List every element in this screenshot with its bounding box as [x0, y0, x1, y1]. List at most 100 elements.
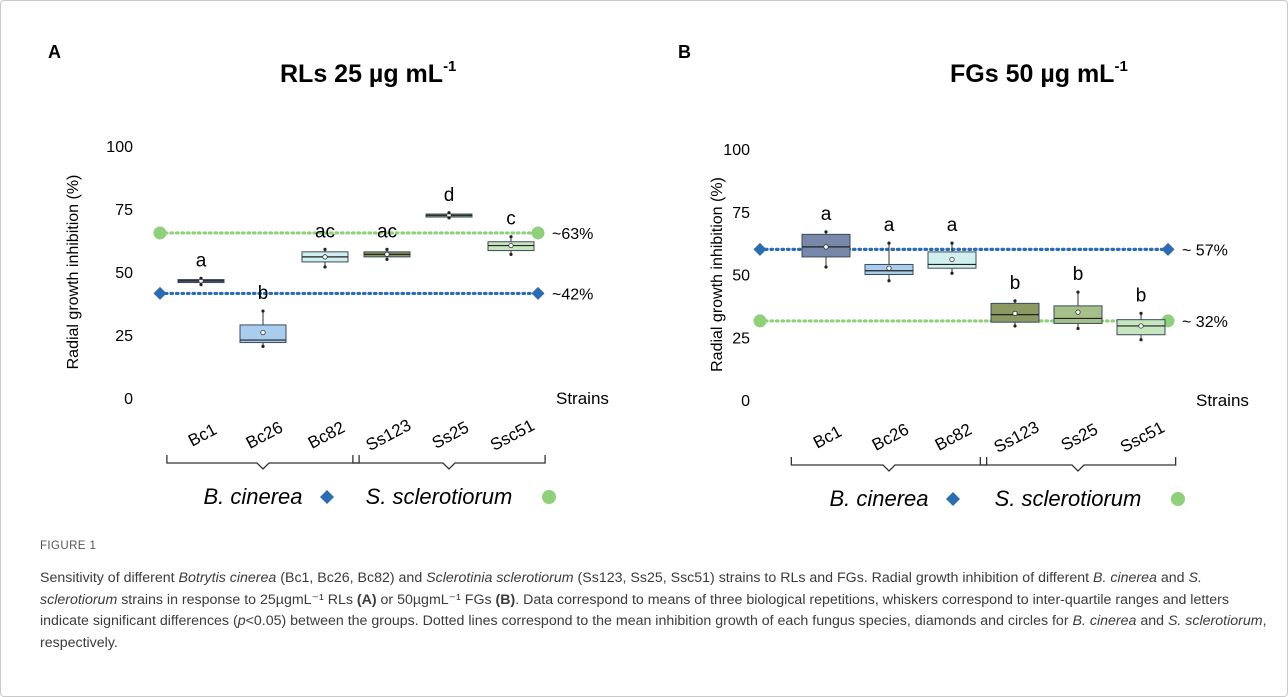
category-label: Ssc51: [1117, 418, 1168, 457]
y-tick-label: 25: [732, 330, 750, 347]
data-point: [1076, 290, 1080, 294]
group-label: B. cinerea: [203, 484, 302, 509]
x-axis-label: Strains: [556, 389, 609, 408]
x-axis-label: Strains: [1196, 391, 1249, 410]
significance-letter: ac: [377, 221, 397, 242]
mean-point: [1138, 323, 1144, 329]
category-label: Ssc51: [487, 416, 538, 455]
panel-b-title: FGs 50 µg mL-1: [950, 58, 1128, 88]
category-label: Ss25: [429, 418, 472, 453]
diamond-marker: [531, 286, 545, 300]
group-label: S. sclerotiorum: [366, 484, 513, 509]
y-tick-label: 100: [723, 142, 750, 159]
data-point: [447, 216, 451, 220]
category-label: Ss123: [363, 415, 414, 454]
data-point: [824, 265, 828, 269]
mean-point: [949, 256, 955, 263]
group-bracket: [790, 457, 988, 472]
y-tick-label: 75: [115, 202, 133, 219]
category-label: Bc1: [185, 420, 220, 451]
significance-letter: a: [884, 215, 895, 236]
mean-point: [823, 244, 829, 250]
significance-letter: b: [1136, 285, 1147, 306]
legend-diamond-marker: [946, 492, 960, 506]
data-point: [509, 235, 513, 239]
y-tick-label: 50: [732, 268, 750, 285]
significance-letter: b: [1010, 273, 1021, 294]
data-point: [509, 252, 513, 256]
y-axis-label: Radial growth inhibition (%): [709, 177, 726, 372]
category-label: Bc82: [305, 418, 348, 453]
data-point: [1013, 324, 1017, 328]
y-tick-label: 0: [124, 391, 133, 408]
panel-b-chart: B FGs 50 µg mL-1 0 25 50 75 100 Radial growth…: [678, 42, 1249, 511]
figure-label: FIGURE 1: [40, 540, 97, 552]
diamond-marker: [1161, 242, 1175, 256]
significance-letter: a: [947, 215, 958, 236]
group-bracket: [166, 455, 360, 470]
diamond-marker: [153, 286, 167, 300]
data-point: [447, 211, 451, 215]
data-point: [323, 265, 327, 269]
mean-point: [260, 329, 266, 336]
data-point: [385, 257, 389, 261]
data-point: [385, 247, 389, 251]
data-point: [1013, 299, 1017, 303]
mean-label: ~42%: [552, 286, 593, 303]
circle-marker: [531, 226, 545, 240]
y-tick-label: 100: [106, 139, 133, 156]
circle-marker: [153, 226, 167, 240]
significance-letter: b: [1073, 264, 1084, 285]
y-tick-label: 0: [741, 393, 750, 410]
mean-point: [886, 265, 892, 271]
y-tick-label: 50: [115, 265, 133, 282]
diamond-marker: [753, 242, 767, 256]
data-point: [199, 283, 203, 287]
data-point: [950, 271, 954, 275]
legend-diamond-marker: [320, 490, 334, 504]
circle-marker: [753, 314, 767, 328]
panel-a-title: RLs 25 µg mL-1: [280, 58, 456, 88]
data-point: [261, 344, 265, 348]
group-bracket: [979, 457, 1177, 472]
significance-letter: ac: [315, 221, 335, 242]
mean-point: [1075, 309, 1081, 315]
significance-letter: a: [821, 204, 832, 225]
panel-b-letter: B: [678, 42, 691, 62]
data-point: [1139, 338, 1143, 342]
mean-label: ~ 57%: [1182, 242, 1228, 259]
category-label: Ss123: [991, 417, 1042, 456]
y-tick-label: 25: [115, 328, 133, 345]
data-point: [323, 247, 327, 251]
y-tick-label: 75: [732, 205, 750, 222]
category-label: Bc1: [810, 422, 845, 453]
panel-a-letter: A: [48, 42, 61, 62]
significance-letter: c: [506, 209, 516, 230]
category-label: Bc26: [869, 420, 912, 455]
data-point: [1139, 311, 1143, 316]
group-bracket: [352, 455, 546, 470]
data-point: [261, 309, 265, 313]
data-point: [1076, 326, 1080, 331]
category-label: Bc26: [243, 418, 286, 453]
figure-caption: Sensitivity of different Botrytis cinere…: [40, 570, 1267, 651]
legend-circle-marker: [1171, 492, 1185, 506]
significance-letter: a: [196, 250, 207, 271]
panel-a-chart: A RLs 25 µg mL-1 0 25 50 75 100 Radial growth…: [48, 42, 609, 509]
mean-point: [322, 254, 328, 260]
data-point: [950, 241, 954, 245]
legend-circle-marker: [542, 490, 556, 504]
mean-label: ~63%: [552, 226, 593, 243]
mean-point: [508, 242, 514, 249]
significance-letter: b: [258, 283, 269, 304]
mean-point: [1012, 310, 1018, 317]
significance-letter: d: [444, 185, 455, 206]
category-label: Ss25: [1058, 420, 1101, 455]
category-label: Bc82: [932, 420, 975, 455]
y-axis-label: Radial growth inhibition (%): [65, 175, 82, 370]
data-point: [824, 230, 828, 234]
mean-point: [384, 251, 390, 257]
group-label: B. cinerea: [829, 486, 928, 511]
data-point: [199, 276, 203, 280]
data-point: [887, 241, 891, 245]
